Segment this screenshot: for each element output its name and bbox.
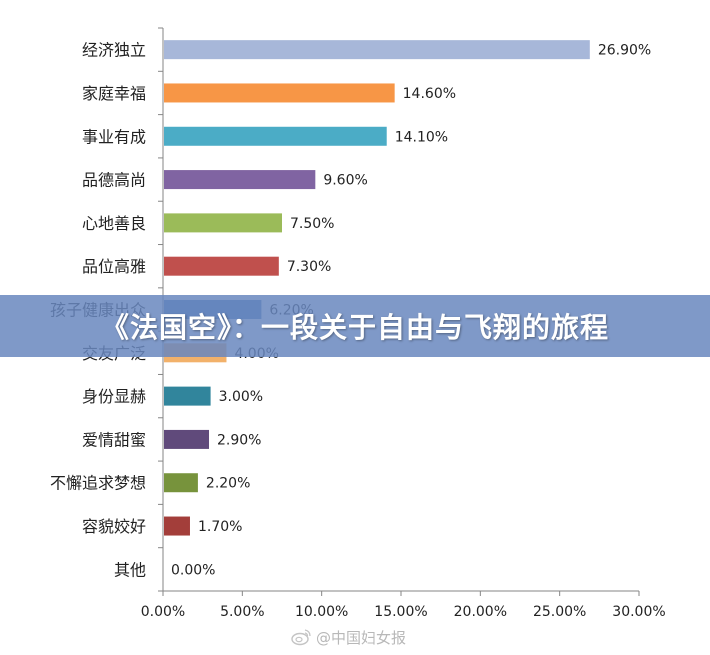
bar xyxy=(164,516,190,536)
bar xyxy=(164,473,198,493)
x-tick-label: 30.00% xyxy=(612,604,665,620)
category-label: 爱情甜蜜 xyxy=(82,430,146,449)
bar xyxy=(164,40,590,60)
data-label: 9.60% xyxy=(323,173,367,189)
data-label: 7.50% xyxy=(290,216,334,232)
title-banner: 《法国空》：一段关于自由与飞翔的旅程 xyxy=(0,295,710,357)
data-label: 26.90% xyxy=(598,43,651,59)
x-tick-label: 10.00% xyxy=(295,604,348,620)
category-label: 心地善良 xyxy=(82,214,146,233)
category-label: 其他 xyxy=(114,560,146,579)
bar xyxy=(164,83,395,103)
category-label: 家庭幸福 xyxy=(82,84,146,103)
weibo-icon xyxy=(291,629,311,646)
category-label: 不懈追求梦想 xyxy=(50,474,146,493)
x-tick-label: 25.00% xyxy=(533,604,586,620)
bar xyxy=(164,429,210,449)
bar xyxy=(164,126,387,146)
data-label: 2.20% xyxy=(206,476,250,492)
category-label: 经济独立 xyxy=(82,41,146,60)
category-label: 身份显赫 xyxy=(82,387,146,406)
watermark: @中国妇女报 xyxy=(290,624,406,650)
data-label: 14.10% xyxy=(395,129,448,145)
watermark-text: @中国妇女报 xyxy=(316,628,407,647)
x-tick-label: 0.00% xyxy=(141,604,185,620)
bar xyxy=(164,386,211,406)
category-label: 品位高雅 xyxy=(82,257,146,276)
data-label: 7.30% xyxy=(287,259,331,275)
category-label: 容貌姣好 xyxy=(82,517,146,536)
data-label: 0.00% xyxy=(171,562,215,578)
banner-title: 《法国空》：一段关于自由与飞翔的旅程 xyxy=(100,311,609,344)
category-label: 品德高尚 xyxy=(82,171,146,190)
data-label: 1.70% xyxy=(198,519,242,535)
bar xyxy=(164,170,316,190)
x-tick-label: 5.00% xyxy=(220,604,264,620)
category-label: 事业有成 xyxy=(82,127,146,146)
data-label: 3.00% xyxy=(219,389,263,405)
x-tick-label: 20.00% xyxy=(454,604,507,620)
x-tick-label: 15.00% xyxy=(374,604,427,620)
bar xyxy=(164,213,282,233)
data-label: 14.60% xyxy=(403,86,456,102)
data-label: 2.90% xyxy=(217,432,261,448)
bar xyxy=(164,256,279,276)
